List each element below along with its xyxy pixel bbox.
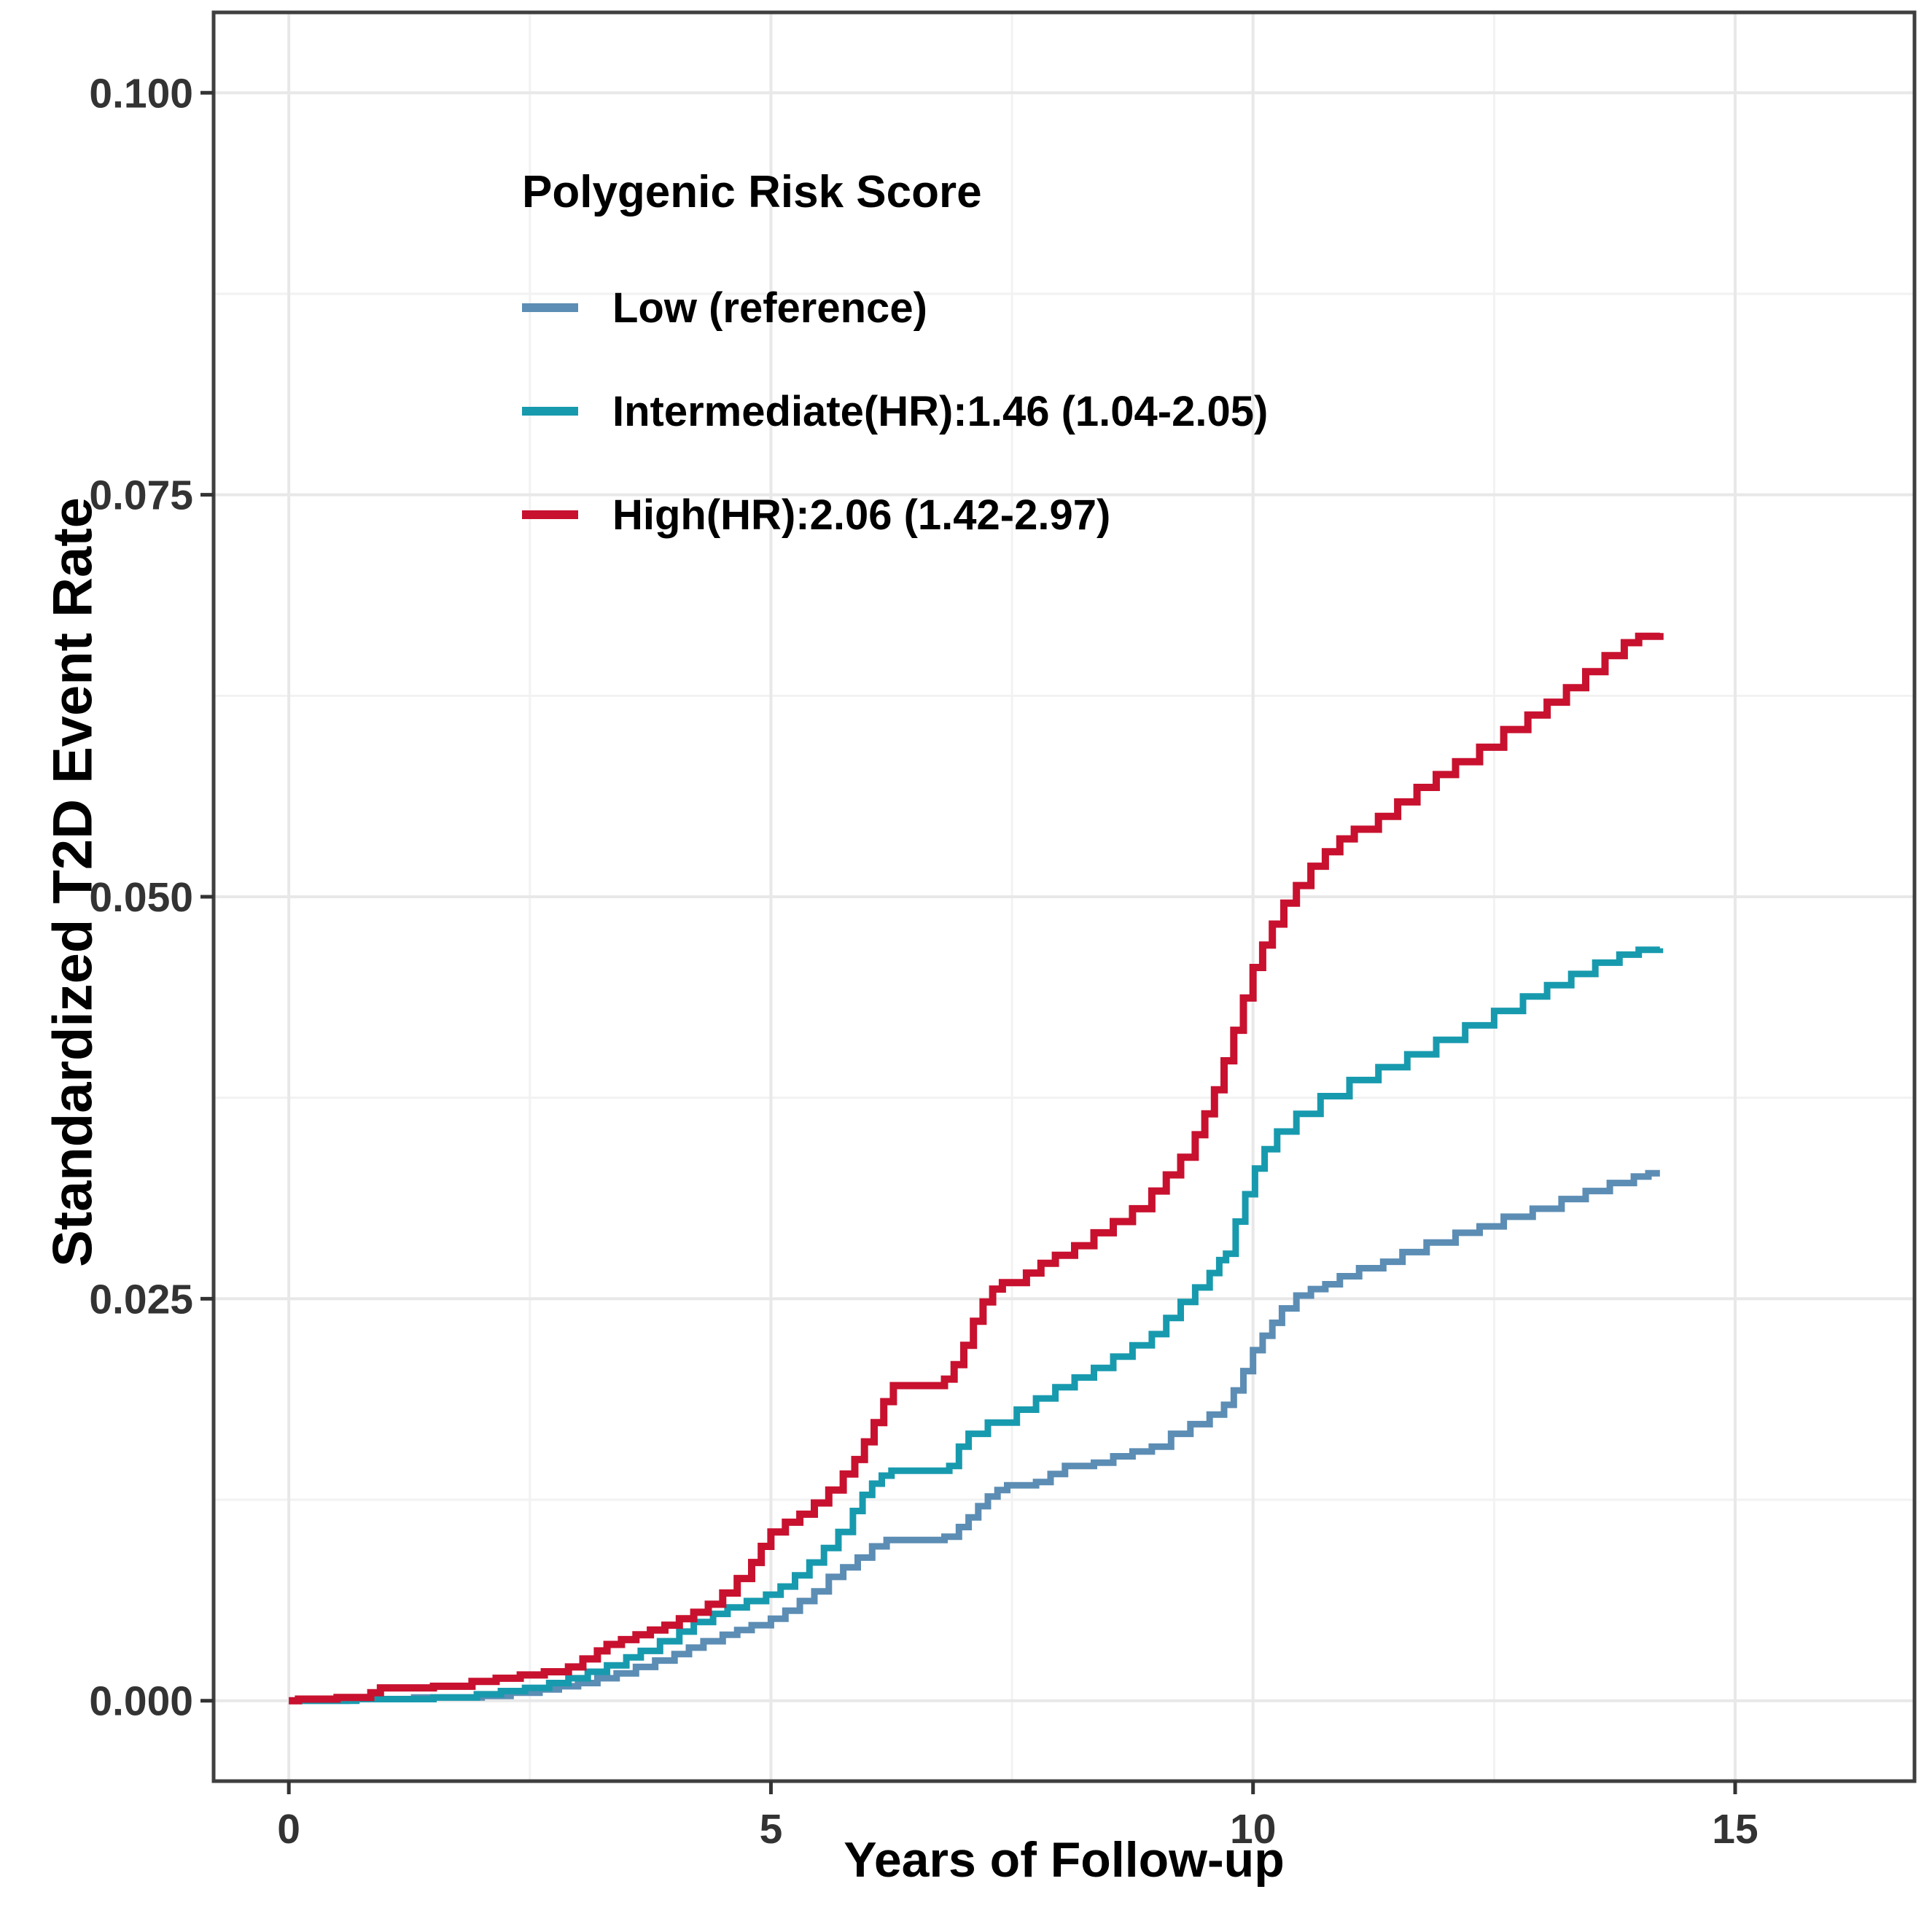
legend-key-line-icon [522,303,578,312]
series-curve-intermediate [289,946,1664,1705]
x-axis-title: Years of Follow-up [844,1832,1285,1888]
legend-items: Low (reference) Intermediate(HR):1.46 (1.… [522,256,1268,566]
legend-item-label: Low (reference) [612,284,927,332]
y-axis-title: Standardized T2D Event Rate [42,497,104,1267]
series-curve-low [289,1169,1660,1705]
y-tick-label: 0.050 [89,874,193,921]
legend-item: Intermediate(HR):1.46 (1.04-2.05) [522,359,1268,463]
axis-ticks [200,90,1737,1794]
axis-tick-labels: 0 5 10 15 0.000 0.025 0.050 0.075 0.100 [89,70,1758,1853]
x-tick-label: 0 [277,1806,300,1853]
y-tick-label: 0.025 [89,1276,193,1323]
y-tick-label: 0.075 [89,472,193,519]
legend-item: Low (reference) [522,256,1268,359]
x-tick-label: 15 [1712,1806,1758,1853]
x-tick-label: 10 [1230,1806,1276,1853]
legend-item-label: Intermediate(HR):1.46 (1.04-2.05) [612,387,1269,435]
series-curve-high [289,632,1664,1705]
legend-key-line-icon [522,510,578,519]
legend: Polygenic Risk Score Low (reference) Inte… [522,166,1268,566]
x-tick-label: 5 [760,1806,783,1853]
y-tick-label: 0.000 [89,1678,193,1725]
grid-major [214,12,1915,1781]
y-tick-label: 0.100 [89,70,193,117]
legend-key-line-icon [522,407,578,416]
legend-item: High(HR):2.06 (1.42-2.97) [522,463,1268,566]
legend-item-label: High(HR):2.06 (1.42-2.97) [612,491,1111,539]
legend-title: Polygenic Risk Score [522,167,982,217]
